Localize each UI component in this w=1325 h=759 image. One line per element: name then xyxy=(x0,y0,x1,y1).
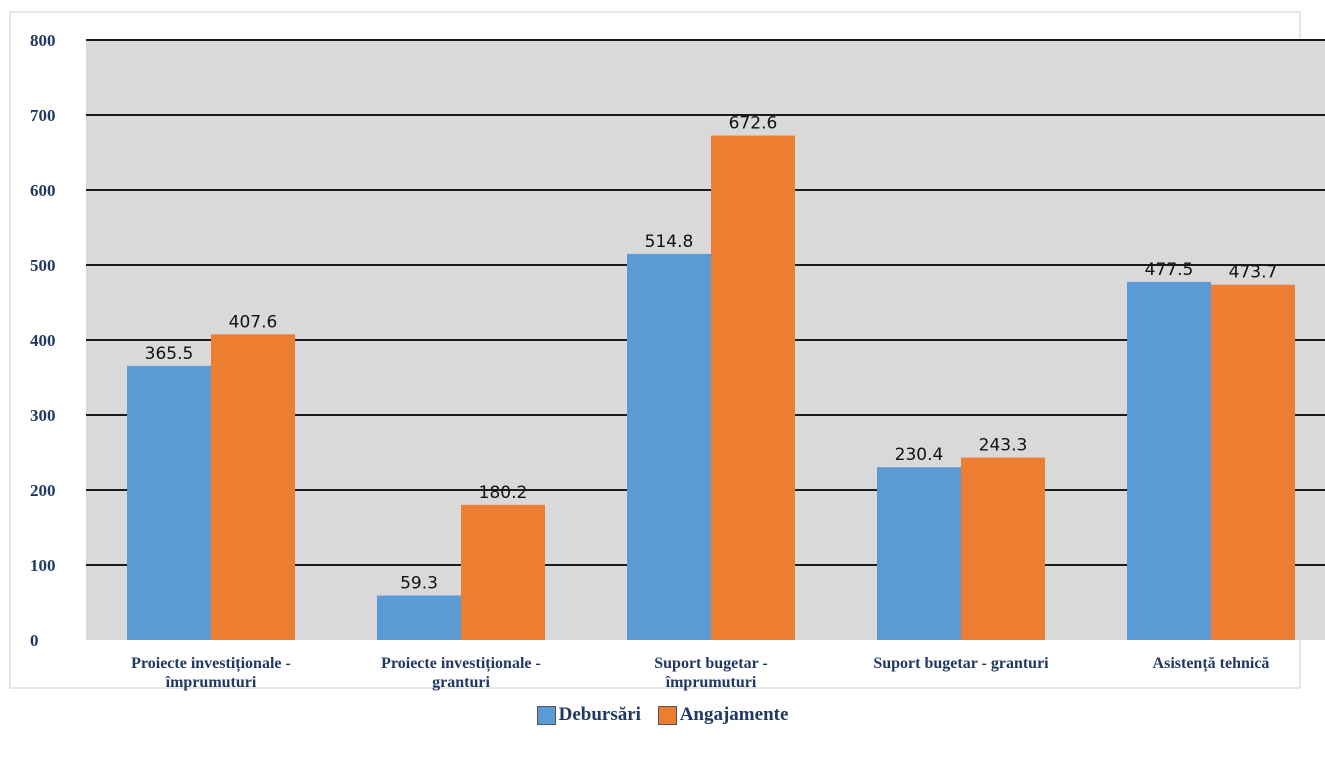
x-category-label: Proiecte investiționale - xyxy=(131,655,291,673)
x-category-label: împrumuturi xyxy=(665,674,757,691)
y-tick-label: 300 xyxy=(30,406,56,425)
bar xyxy=(711,135,795,641)
data-label: 514.8 xyxy=(645,232,694,252)
data-label: 230.4 xyxy=(895,445,944,465)
x-category-label: Asistență tehnică xyxy=(1153,655,1270,673)
y-tick-label: 100 xyxy=(30,556,56,575)
x-category-label: împrumuturi xyxy=(165,674,257,691)
x-axis-categories: Proiecte investiționale -împrumuturiProi… xyxy=(131,655,1269,691)
y-tick-label: 600 xyxy=(30,181,56,200)
data-label: 365.5 xyxy=(145,344,194,364)
bar xyxy=(211,334,295,640)
bar xyxy=(1211,284,1295,640)
legend-label-angajamente: Angajamente xyxy=(679,704,789,725)
bars xyxy=(127,135,1295,641)
legend-item-angajamente: Angajamente xyxy=(657,704,789,726)
y-tick-label: 700 xyxy=(30,106,56,125)
data-label: 672.6 xyxy=(729,114,778,134)
y-tick-label: 800 xyxy=(30,31,56,50)
bar xyxy=(377,595,461,640)
bar xyxy=(461,504,545,640)
x-category-label: Proiecte investiționale - xyxy=(381,655,541,673)
data-label: 407.6 xyxy=(229,312,278,332)
bar xyxy=(877,467,961,640)
x-category-label: Suport bugetar - granturi xyxy=(873,655,1049,672)
y-tick-label: 400 xyxy=(30,331,56,350)
data-label: 59.3 xyxy=(400,574,438,594)
data-labels: 365.5 407.6 59.3 180.2 514.8 672.6 230.4 243.3 4… xyxy=(145,114,1278,594)
y-tick-label: 200 xyxy=(30,481,56,500)
bar xyxy=(127,365,211,640)
data-label: 180.2 xyxy=(479,483,528,503)
legend-swatch-debursari xyxy=(536,705,556,725)
bar xyxy=(961,457,1045,640)
legend-label-debursari: Debursări xyxy=(558,704,641,725)
y-tick-label: 500 xyxy=(30,256,56,275)
x-category-label: Suport bugetar - xyxy=(654,655,768,672)
y-tick-label: 0 xyxy=(30,631,39,650)
y-axis-ticks: 0 100 200 300 400 500 600 700 800 xyxy=(30,31,56,650)
bar xyxy=(627,253,711,640)
bar xyxy=(1127,281,1211,640)
legend-swatch-angajamente xyxy=(657,705,677,725)
data-label: 473.7 xyxy=(1229,263,1278,283)
legend: Debursări Angajamente xyxy=(0,704,1325,731)
x-category-label: granturi xyxy=(432,674,490,691)
data-label: 477.5 xyxy=(1145,260,1194,280)
data-label: 243.3 xyxy=(979,436,1028,456)
legend-item-debursari: Debursări xyxy=(536,704,641,726)
